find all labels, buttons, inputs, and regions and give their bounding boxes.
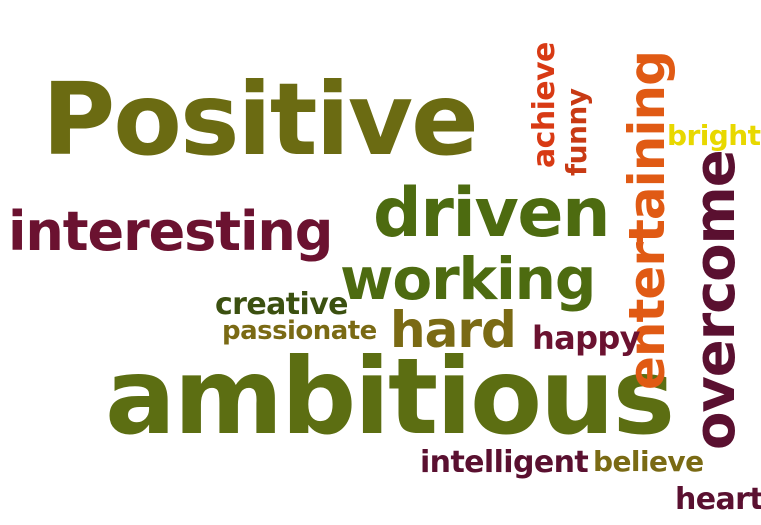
word-bright: bright [667,119,761,152]
word-happy: happy [532,319,640,357]
word-ambitious: ambitious [105,336,675,458]
word-funny: funny [560,88,593,176]
word-creative: creative [215,287,349,322]
word-believe: believe [593,445,704,478]
word-positive: Positive [42,61,479,178]
word-hard: hard [390,301,517,359]
word-passionate: passionate [222,316,377,346]
word-overcome: overcome [683,150,748,450]
word-working: working [340,245,596,313]
word-achieve: achieve [527,42,562,168]
word-interesting: interesting [8,200,333,263]
word-driven: driven [373,174,611,253]
word-heart: heart [675,482,761,517]
word-intelligent: intelligent [420,445,589,480]
